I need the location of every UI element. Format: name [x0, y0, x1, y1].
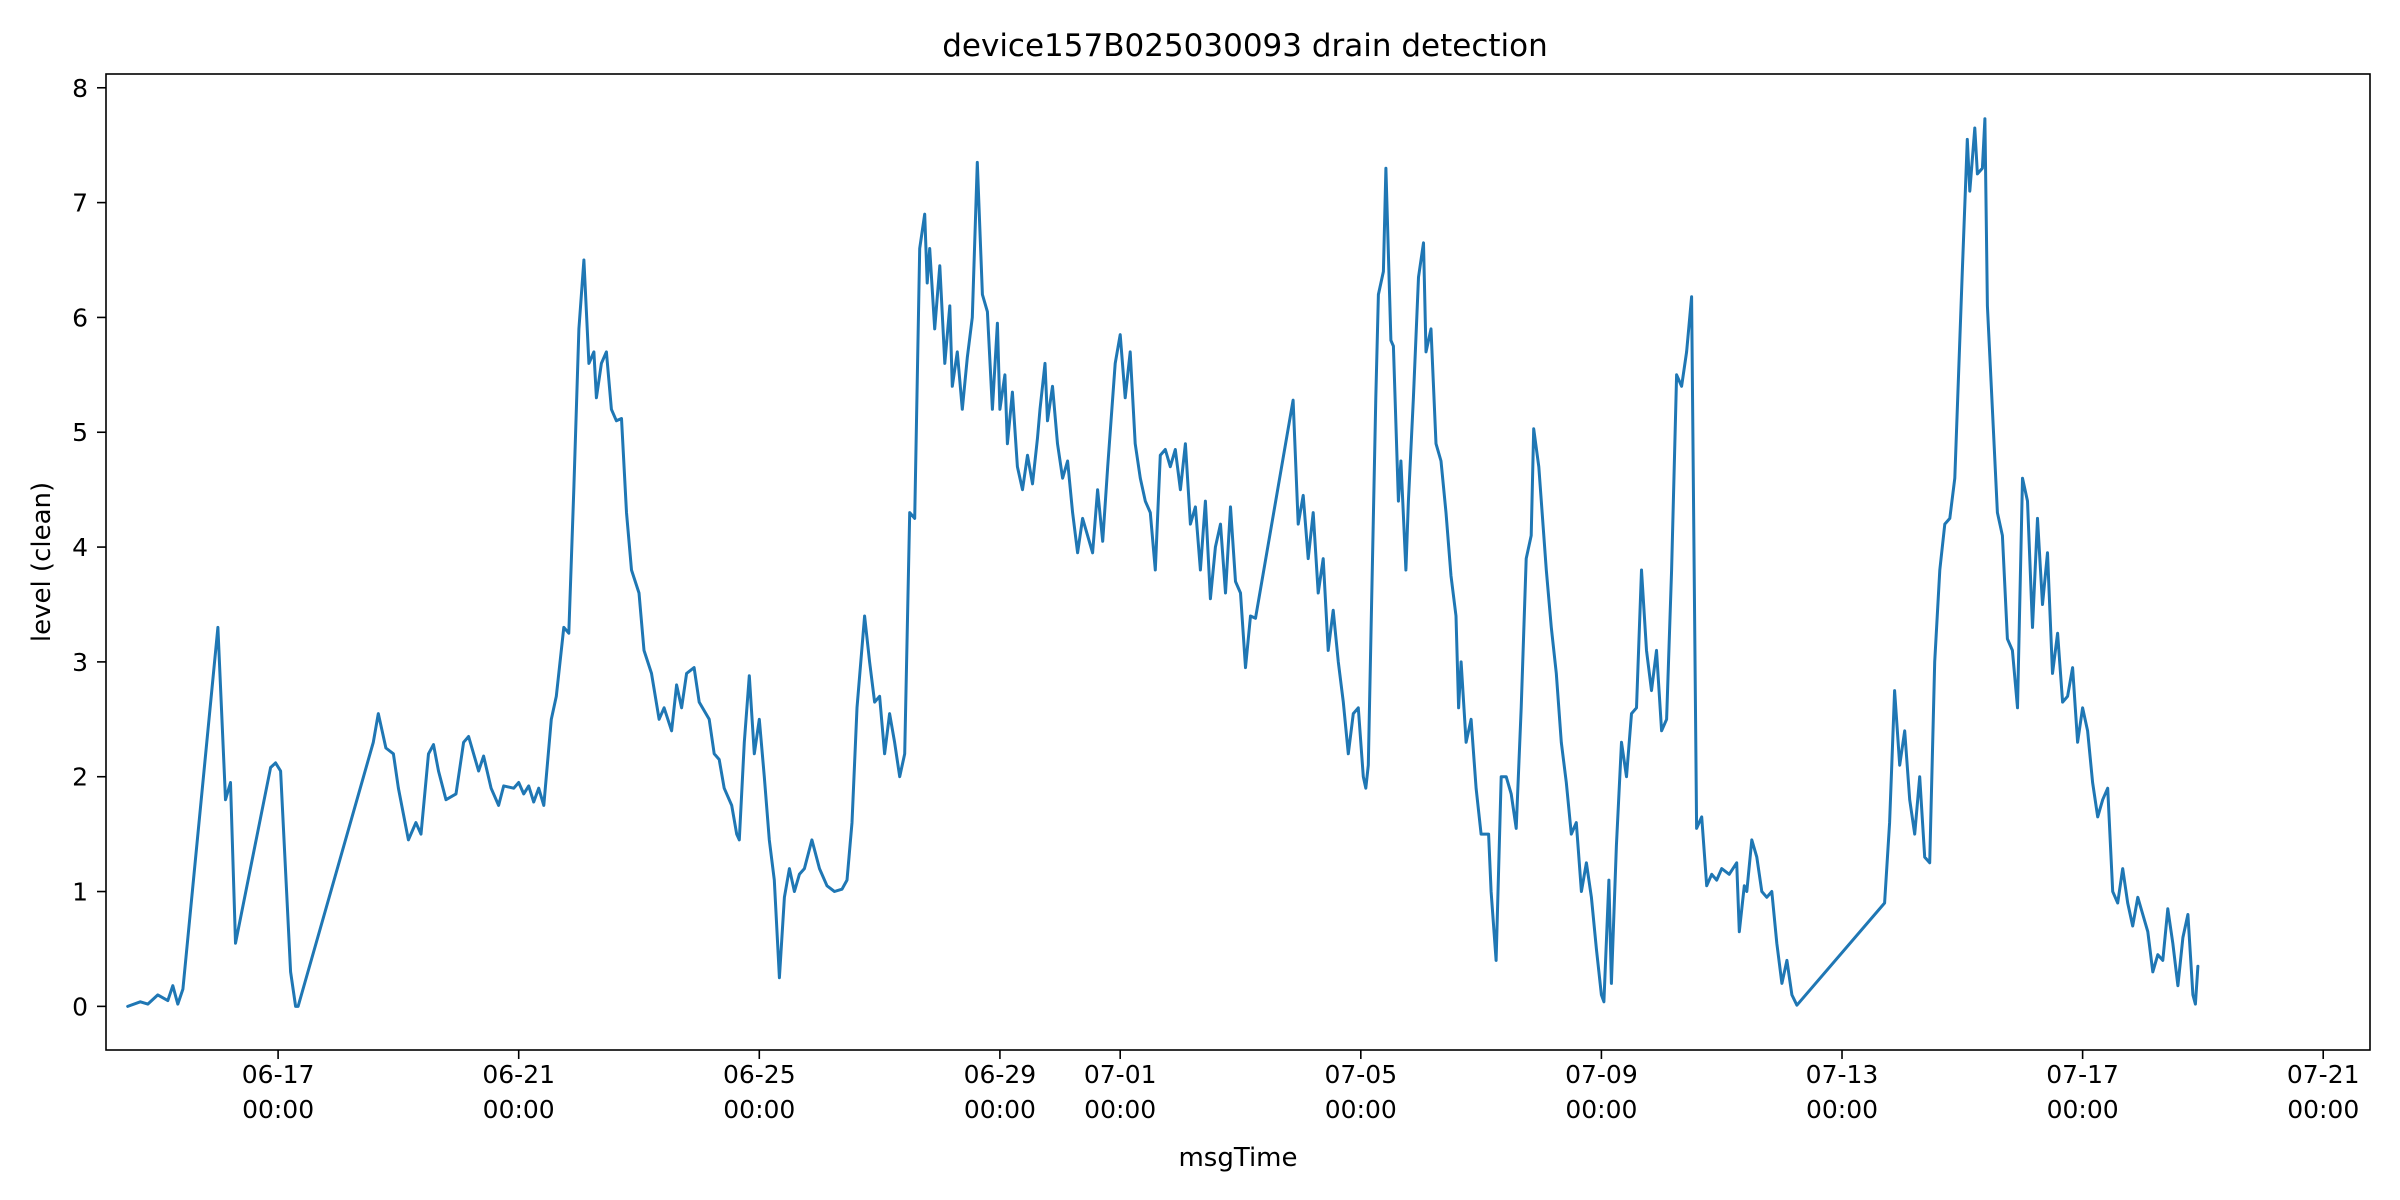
y-axis-label: level (clean)	[27, 482, 57, 642]
x-tick-label-time: 00:00	[964, 1095, 1036, 1124]
x-tick-label-time: 00:00	[723, 1095, 795, 1124]
y-tick-label: 3	[72, 648, 88, 677]
x-tick-label-time: 00:00	[242, 1095, 314, 1124]
y-tick-label: 7	[72, 189, 88, 218]
x-tick-label-time: 00:00	[2287, 1095, 2359, 1124]
x-tick-label-date: 07-21	[2287, 1060, 2360, 1089]
x-axis: 06-17 00:00 06-21 00:00 06-25 00:00 06-29 00:00…	[242, 1050, 2360, 1124]
x-tick-label-date: 07-05	[1324, 1060, 1397, 1089]
y-tick-label: 4	[72, 533, 88, 562]
x-tick-label-time: 00:00	[1806, 1095, 1878, 1124]
plot-frame	[105, 73, 2371, 1051]
x-tick-label-time: 00:00	[1565, 1095, 1637, 1124]
x-tick-label-date: 06-25	[723, 1060, 796, 1089]
chart-title: device157B025030093 drain detection	[942, 28, 1548, 64]
x-tick-label-date: 07-17	[2046, 1060, 2119, 1089]
x-tick-label-date: 06-29	[964, 1060, 1037, 1089]
x-tick-label-date: 06-17	[242, 1060, 315, 1089]
x-tick-label-date: 07-01	[1084, 1060, 1157, 1089]
y-tick-label: 6	[72, 303, 88, 332]
x-axis-label: msgTime	[1178, 1143, 1297, 1173]
plot-area	[105, 73, 2371, 1051]
x-tick-label-date: 07-13	[1806, 1060, 1879, 1089]
x-tick-label-time: 00:00	[1325, 1095, 1397, 1124]
y-tick-label: 8	[72, 74, 88, 103]
x-tick-label-time: 00:00	[1084, 1095, 1156, 1124]
x-tick-label-date: 06-21	[482, 1060, 555, 1089]
x-tick-label-date: 07-09	[1565, 1060, 1638, 1089]
x-tick-label-time: 00:00	[2047, 1095, 2119, 1124]
y-tick-label: 1	[72, 878, 88, 907]
y-axis: 0 1 2 3 4 5 6 7 8	[72, 74, 106, 1021]
x-tick-label-time: 00:00	[483, 1095, 555, 1124]
y-tick-label: 5	[72, 418, 88, 447]
y-tick-label: 0	[72, 992, 88, 1021]
y-tick-label: 2	[72, 763, 88, 792]
series-line	[126, 117, 2200, 1008]
